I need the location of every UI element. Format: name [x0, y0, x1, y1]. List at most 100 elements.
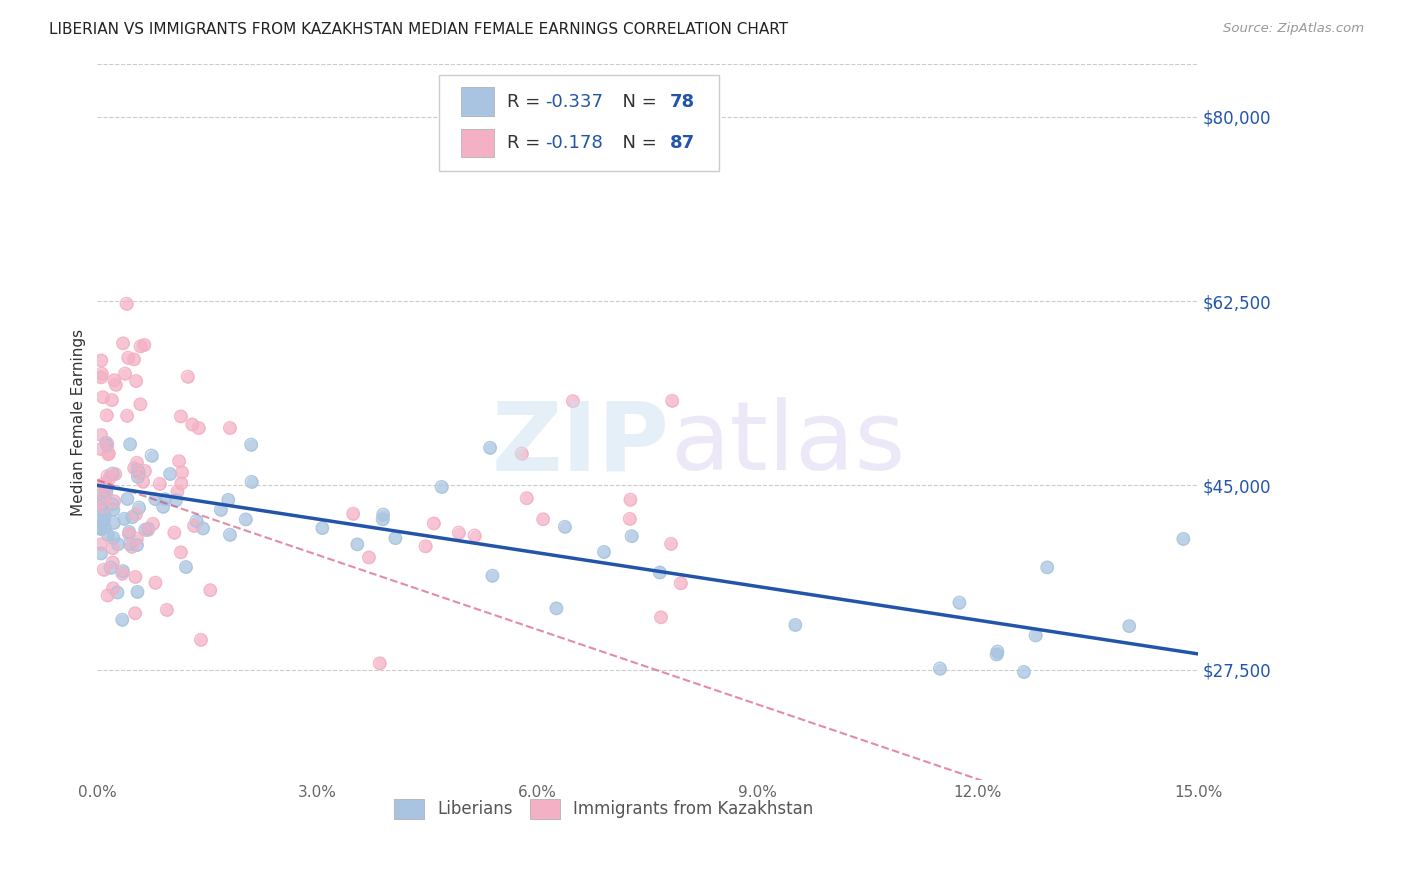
Point: [129, 397, 152, 411]
Point: [153, 492, 176, 507]
Point: [1024, 628, 1046, 642]
Point: [90, 493, 112, 508]
Point: [90, 500, 112, 514]
Point: [186, 514, 208, 528]
Point: [128, 466, 150, 480]
Point: [96, 483, 118, 498]
Text: ZIP: ZIP: [492, 397, 669, 491]
Point: [153, 492, 176, 507]
Point: [561, 394, 583, 409]
Point: [209, 502, 232, 516]
Point: [90, 521, 112, 535]
Point: [118, 524, 141, 539]
Point: [554, 520, 576, 534]
Point: [96, 438, 118, 452]
Point: [235, 512, 257, 526]
Point: [111, 566, 134, 581]
Point: [170, 409, 193, 424]
Point: [103, 503, 125, 517]
Point: [90, 478, 112, 492]
Point: [111, 613, 134, 627]
Text: -0.178: -0.178: [546, 134, 603, 152]
Point: [122, 352, 145, 367]
Point: [90, 514, 112, 528]
Point: [170, 545, 193, 559]
Point: [479, 441, 502, 455]
Point: [1118, 619, 1140, 633]
Point: [181, 417, 204, 432]
Point: [90, 521, 112, 535]
Point: [127, 470, 149, 484]
Point: [100, 560, 122, 574]
Point: [986, 648, 1008, 662]
Legend: Liberians, Immigrants from Kazakhstan: Liberians, Immigrants from Kazakhstan: [388, 792, 820, 826]
Point: [159, 467, 181, 481]
Point: [121, 540, 143, 554]
Point: [423, 516, 446, 531]
Point: [96, 483, 118, 498]
Point: [128, 500, 150, 515]
Point: [384, 531, 406, 545]
Point: [101, 392, 124, 407]
Point: [218, 527, 240, 541]
Point: [1036, 560, 1059, 574]
Point: [447, 525, 470, 540]
Point: [120, 437, 142, 451]
Point: [101, 556, 124, 570]
Point: [125, 532, 148, 546]
Point: [218, 527, 240, 541]
Point: [90, 522, 112, 536]
Point: [669, 576, 692, 591]
Point: [785, 618, 807, 632]
Point: [464, 528, 486, 542]
Point: [121, 510, 143, 524]
Point: [103, 373, 125, 387]
Text: N =: N =: [612, 134, 662, 152]
Point: [1173, 532, 1195, 546]
Point: [91, 488, 114, 502]
Point: [103, 516, 125, 530]
Point: [125, 508, 148, 522]
Point: [145, 575, 167, 590]
Point: [97, 528, 120, 542]
Point: [648, 566, 671, 580]
Point: [129, 397, 152, 411]
Point: [90, 493, 112, 508]
Point: [170, 476, 193, 491]
Point: [134, 464, 156, 478]
Point: [96, 469, 118, 483]
Point: [96, 409, 118, 423]
Point: [619, 492, 641, 507]
Point: [125, 538, 148, 552]
Point: [1012, 665, 1035, 679]
Text: R =: R =: [506, 93, 546, 111]
Text: -0.337: -0.337: [546, 93, 603, 111]
Point: [129, 339, 152, 353]
Point: [90, 503, 112, 517]
Point: [174, 560, 197, 574]
Point: [127, 585, 149, 599]
Point: [103, 494, 125, 508]
Point: [117, 491, 139, 506]
Point: [90, 537, 112, 551]
Point: [90, 493, 112, 508]
Point: [94, 520, 117, 534]
Point: [96, 485, 118, 500]
Point: [125, 538, 148, 552]
Point: [127, 470, 149, 484]
Point: [177, 369, 200, 384]
Point: [531, 512, 554, 526]
Point: [127, 463, 149, 477]
Point: [93, 513, 115, 527]
Point: [124, 570, 146, 584]
Point: [166, 484, 188, 499]
Point: [136, 522, 159, 536]
Point: [96, 409, 118, 423]
Point: [90, 546, 112, 560]
Point: [117, 351, 139, 365]
Point: [128, 466, 150, 480]
Point: [93, 500, 115, 514]
Point: [90, 442, 112, 457]
Point: [104, 377, 127, 392]
Point: [240, 437, 263, 451]
